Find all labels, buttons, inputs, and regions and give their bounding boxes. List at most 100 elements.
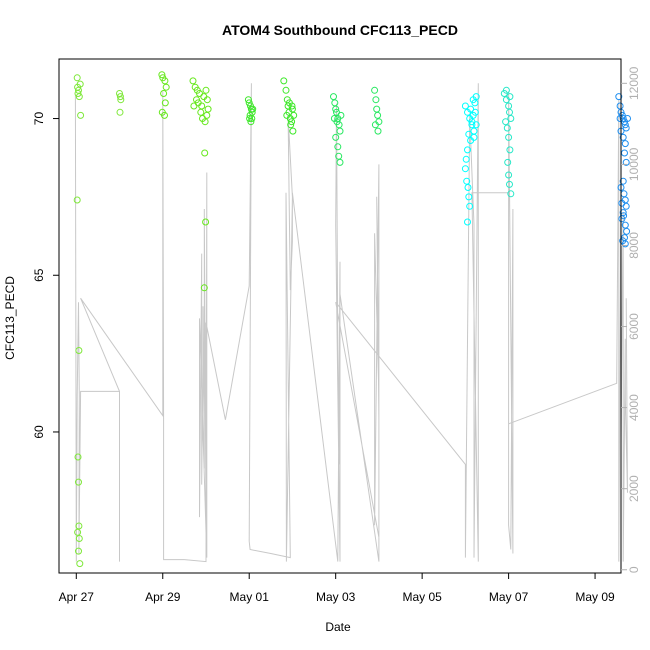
data-point: [287, 121, 295, 129]
data-point: [330, 93, 337, 101]
data-point: [289, 127, 297, 135]
data-point: [74, 528, 82, 536]
data-point: [615, 93, 623, 101]
data-point: [622, 158, 630, 166]
data-point: [618, 199, 626, 207]
data-point: [507, 190, 515, 198]
data-point: [333, 118, 341, 126]
data-point: [374, 127, 382, 135]
data-point: [503, 124, 511, 132]
data-point: [371, 86, 379, 94]
data-point: [74, 90, 82, 97]
data-point: [249, 105, 257, 113]
data-point: [76, 560, 84, 568]
data-point: [161, 99, 169, 107]
data-point: [290, 111, 298, 119]
data-point: [621, 240, 629, 248]
data-point: [623, 227, 631, 235]
data-point: [506, 146, 514, 154]
data-point: [203, 111, 211, 119]
data-point: [201, 149, 209, 157]
data-point: [621, 221, 629, 229]
secondary-line: [74, 83, 628, 563]
data-point: [506, 180, 513, 188]
y-axis-label: CFC113_PECD: [3, 276, 17, 360]
data-point: [466, 202, 474, 210]
x-tick-label: Apr 27: [59, 590, 95, 604]
data-point: [371, 121, 379, 129]
data-point: [75, 535, 83, 542]
data-points-layer: [73, 71, 631, 568]
data-point: [332, 105, 340, 113]
data-point: [624, 115, 631, 122]
x-axis-label: Date: [325, 620, 351, 634]
plot-frame: [58, 58, 622, 574]
y-tick-label: 70: [32, 112, 46, 126]
data-point: [464, 184, 472, 191]
data-point: [465, 130, 473, 138]
data-point: [471, 108, 479, 116]
data-point: [621, 140, 629, 148]
data-point: [332, 133, 340, 141]
data-point: [616, 115, 624, 122]
data-point: [336, 127, 344, 135]
data-point: [470, 133, 478, 141]
x-tick-label: May 01: [230, 590, 270, 604]
x-tick-label: May 03: [316, 590, 356, 604]
data-point: [244, 96, 252, 104]
data-point: [189, 77, 197, 85]
data-point: [283, 111, 291, 119]
data-point: [507, 115, 515, 122]
data-point: [73, 74, 81, 82]
data-point: [74, 453, 82, 461]
y2-tick-label: 6000: [627, 313, 641, 340]
data-point: [464, 146, 471, 154]
y2-tick-label: 0: [627, 566, 641, 573]
data-point: [202, 218, 210, 226]
data-point: [76, 80, 84, 88]
chart-title: ATOM4 Southbound CFC113_PECD: [222, 22, 458, 38]
data-point: [463, 177, 471, 185]
data-point: [504, 158, 512, 166]
data-point: [288, 105, 296, 113]
data-point: [161, 111, 168, 119]
data-point: [75, 478, 82, 486]
data-point: [472, 121, 480, 129]
data-point: [197, 108, 205, 116]
data-point: [245, 99, 253, 107]
data-point: [75, 522, 83, 530]
data-point: [201, 118, 209, 126]
x-tick-label: May 09: [575, 590, 615, 604]
data-point: [117, 96, 125, 104]
data-point: [73, 196, 81, 204]
data-point: [619, 133, 627, 141]
y2-tick-label: 10000: [627, 147, 641, 181]
data-point: [116, 93, 124, 101]
data-point: [505, 133, 513, 141]
data-point: [200, 284, 208, 292]
data-point: [75, 347, 83, 354]
data-point: [619, 177, 627, 185]
data-point: [203, 96, 211, 104]
data-point: [467, 105, 475, 113]
data-point: [158, 71, 166, 79]
data-point: [162, 83, 170, 91]
data-point: [622, 124, 630, 132]
data-point: [461, 102, 469, 110]
y2-tick-label: 2000: [627, 475, 641, 502]
data-point: [336, 158, 344, 166]
y2-tick-label: 8000: [627, 232, 641, 259]
data-point: [334, 143, 342, 151]
data-point: [621, 121, 629, 129]
data-point: [461, 165, 469, 173]
y2-tick-label: 4000: [627, 394, 641, 421]
data-point: [280, 77, 288, 85]
data-point: [116, 108, 124, 116]
data-point: [505, 171, 513, 179]
data-point: [502, 118, 510, 126]
data-point: [619, 115, 627, 122]
axes-layer: Apr 27 Apr 29 May 01 May 03 May 05 May 07 May …: [32, 66, 641, 604]
x-tick-label: May 07: [489, 590, 529, 604]
data-point: [190, 102, 198, 110]
